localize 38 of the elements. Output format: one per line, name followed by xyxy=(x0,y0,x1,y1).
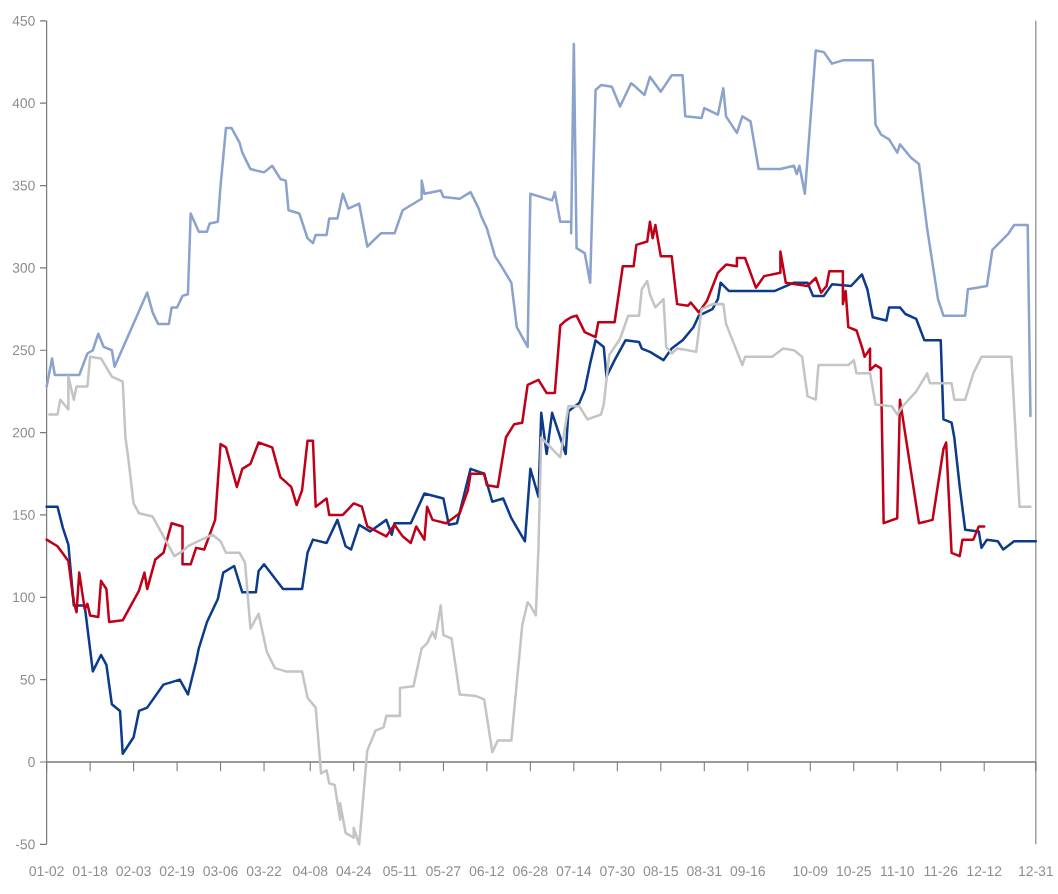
x-tick-label: 11-26 xyxy=(924,866,958,877)
x-tick-label: 04-24 xyxy=(336,866,372,877)
y-tick-label: 50 xyxy=(20,674,35,685)
y-tick-label: 350 xyxy=(12,180,35,191)
line-series xyxy=(45,42,1032,418)
x-tick-label: 06-28 xyxy=(513,866,548,877)
x-tick-label: 01-18 xyxy=(72,866,108,877)
x-tick-label: 03-22 xyxy=(246,866,282,877)
y-tick-label: 200 xyxy=(12,427,35,438)
y-tick-label: 250 xyxy=(12,345,35,356)
x-tick-label: 02-19 xyxy=(159,866,195,877)
y-tick-label: -50 xyxy=(15,839,35,850)
x-tick-label: 07-30 xyxy=(600,866,635,877)
y-tick-label: 400 xyxy=(12,98,35,109)
x-tick-label: 02-03 xyxy=(116,866,151,877)
x-tick-label: 03-06 xyxy=(203,866,238,877)
x-tick-label: 12-31 xyxy=(1019,866,1053,877)
x-tick-label: 08-31 xyxy=(687,866,722,877)
x-tick-label: 12-12 xyxy=(967,866,1002,876)
y-tick-label: 100 xyxy=(13,592,35,603)
x-tick-label: 01-02 xyxy=(29,866,64,877)
y-tick-label: 150 xyxy=(13,510,35,520)
x-tick-label: 09-16 xyxy=(730,866,765,877)
y-tick-label: 450 xyxy=(12,15,35,26)
x-tick-label: 10-09 xyxy=(793,866,828,877)
line-series xyxy=(45,273,1038,756)
y-tick-label: 0 xyxy=(28,757,35,767)
line-series xyxy=(45,220,986,624)
line-series xyxy=(48,279,1032,846)
x-tick-label: 05-11 xyxy=(383,866,417,877)
x-tick-label: 11-10 xyxy=(881,866,914,877)
x-tick-label: 08-15 xyxy=(643,866,678,877)
y-tick-label: 300 xyxy=(12,263,35,273)
x-tick-label: 10-25 xyxy=(837,866,871,877)
x-tick-label: 04-08 xyxy=(293,866,328,877)
x-tick-label: 07-14 xyxy=(556,866,592,877)
x-tick-label: 05-27 xyxy=(426,866,461,877)
x-tick-label: 06-12 xyxy=(469,866,504,877)
